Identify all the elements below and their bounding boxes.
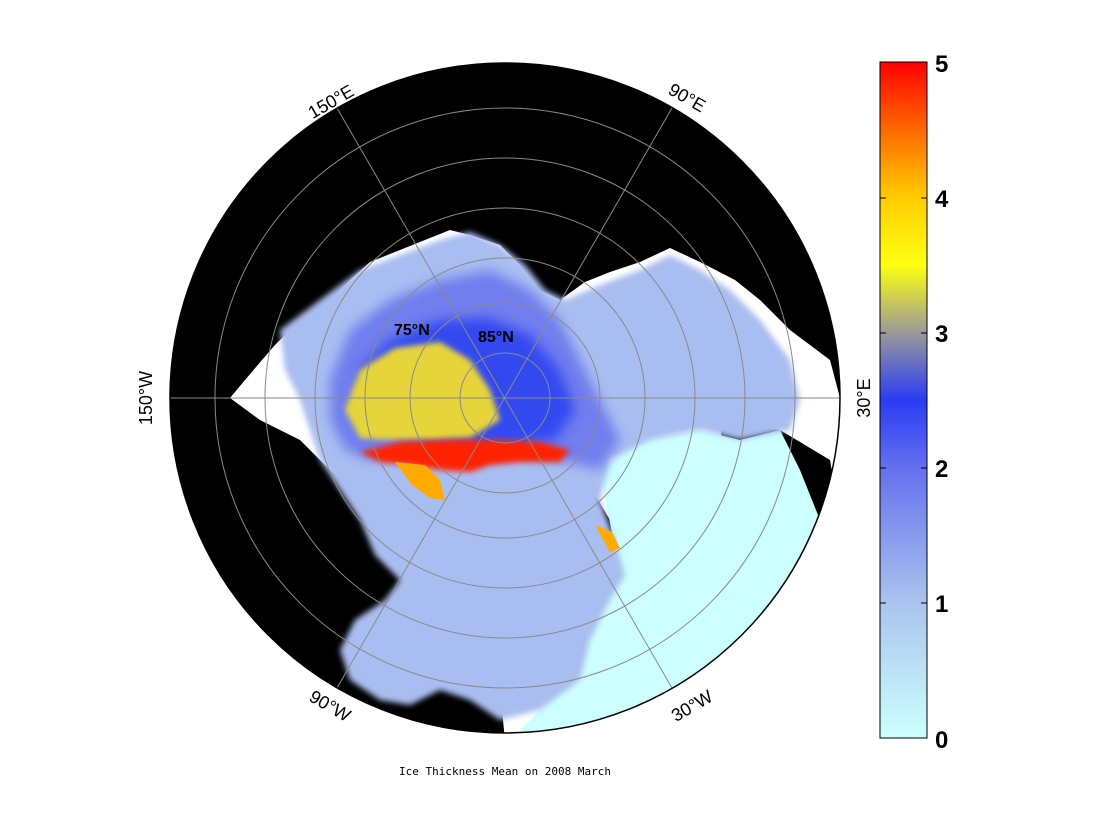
colorbar-tick-4: 4 <box>935 186 949 213</box>
lat-label-75n: 75°N <box>394 322 430 339</box>
colorbar-tick-1: 1 <box>935 591 948 618</box>
colorbar-gradient <box>879 61 928 739</box>
map-frame <box>169 62 841 734</box>
colorbar-tick-2: 2 <box>935 456 948 483</box>
sea-ice-yellow <box>345 342 500 440</box>
sea-ice-orange <box>395 462 620 552</box>
latitude-labels: 60 75°N 85°N <box>266 255 514 346</box>
colorbar-tick-0: 0 <box>935 727 948 754</box>
colorbar-tick-3: 3 <box>935 321 948 348</box>
graticule <box>170 107 840 689</box>
lon-label-30w: 30°W <box>668 686 716 725</box>
lat-label-60: 60 <box>266 255 284 272</box>
polar-map <box>170 63 840 733</box>
colorbar-tick-5: 5 <box>935 51 948 78</box>
lon-label-30e: 30°E <box>854 378 874 417</box>
figure-caption: Ice Thickness Mean on 2008 March <box>399 765 611 778</box>
colorbar: 0 1 2 3 4 5 <box>879 51 949 754</box>
colorbar-ticks <box>880 197 927 604</box>
lat-label-85n: 85°N <box>478 329 514 346</box>
lon-label-150w: 150°W <box>136 371 156 425</box>
